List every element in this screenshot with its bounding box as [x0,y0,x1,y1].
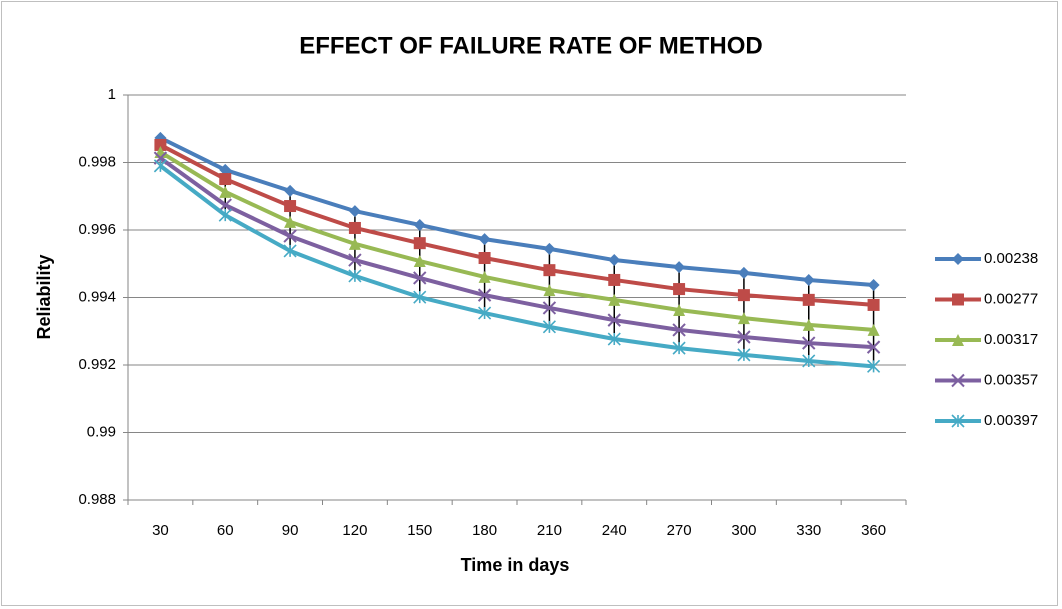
marker [283,229,297,243]
marker [737,330,751,344]
legend-label: 0.00397 [984,412,1038,429]
series-line [159,156,874,350]
marker [478,306,492,320]
marker [802,293,815,306]
marker [478,270,491,283]
series-line [159,150,874,332]
marker [867,298,880,311]
x-axis-label: Time in days [461,555,570,575]
marker [284,184,297,197]
marker [802,354,816,368]
marker [154,138,167,151]
marker [952,293,964,306]
marker [413,237,426,250]
series-line [159,136,874,288]
marker [219,163,232,176]
marker [542,301,557,315]
marker [952,334,964,346]
marker [477,288,492,302]
marker [867,359,881,373]
x-tick-label: 240 [602,522,627,539]
marker [867,323,880,336]
marker [348,221,361,234]
marker [219,185,232,198]
marker [219,173,232,186]
marker [283,244,297,258]
marker [542,320,556,334]
marker [543,242,556,255]
marker [737,348,751,362]
marker [348,269,362,283]
legend-label: 0.00277 [984,290,1038,307]
x-tick-label: 30 [152,522,169,539]
marker [951,373,965,388]
marker [672,341,686,355]
marker [952,253,964,265]
marker [284,200,297,213]
y-tick-label: 0.99 [87,423,116,440]
marker [673,261,686,274]
marker [478,233,491,246]
marker [413,271,427,285]
marker [413,218,426,231]
legend-label: 0.00238 [984,250,1038,267]
x-tick-label: 210 [537,522,562,539]
marker [802,318,815,331]
y-tick-label: 0.994 [78,288,116,305]
marker [478,252,491,265]
marker [951,414,965,428]
y-axis-label: Reliability [34,254,54,339]
marker [543,284,556,297]
marker [673,303,686,316]
x-tick-label: 300 [731,522,756,539]
series-line [159,164,874,369]
x-tick-label: 90 [282,522,299,539]
marker [348,205,361,218]
legend-label: 0.00357 [984,371,1038,388]
marker [284,215,297,228]
marker [413,255,426,268]
y-tick-label: 0.996 [78,221,116,238]
marker [866,340,881,354]
series-line [159,143,874,307]
x-tick-label: 330 [796,522,821,539]
marker [608,273,621,286]
marker [153,159,167,173]
marker [607,313,621,327]
y-tick-label: 0.998 [78,153,116,170]
chart-title: EFFECT OF FAILURE RATE OF METHOD [299,32,763,59]
x-tick-label: 270 [667,522,692,539]
marker [608,254,621,267]
marker [737,266,750,279]
marker [543,264,556,277]
marker [348,253,362,267]
marker [413,290,427,304]
marker [737,312,750,325]
marker [607,332,621,346]
marker [673,283,686,296]
marker [867,279,880,292]
marker [802,273,815,286]
marker [218,208,232,222]
x-tick-label: 120 [342,522,367,539]
x-tick-label: 60 [217,522,234,539]
marker [737,289,750,302]
marker [672,323,686,337]
marker [608,293,621,306]
legend-label: 0.00317 [984,331,1038,348]
marker [802,336,816,350]
marker [348,237,361,250]
x-tick-label: 360 [861,522,886,539]
x-tick-label: 180 [472,522,497,539]
y-tick-label: 0.992 [78,356,116,373]
y-tick-label: 1 [108,86,116,103]
marker [218,198,232,212]
y-tick-label: 0.988 [78,491,116,508]
x-tick-label: 150 [407,522,432,539]
